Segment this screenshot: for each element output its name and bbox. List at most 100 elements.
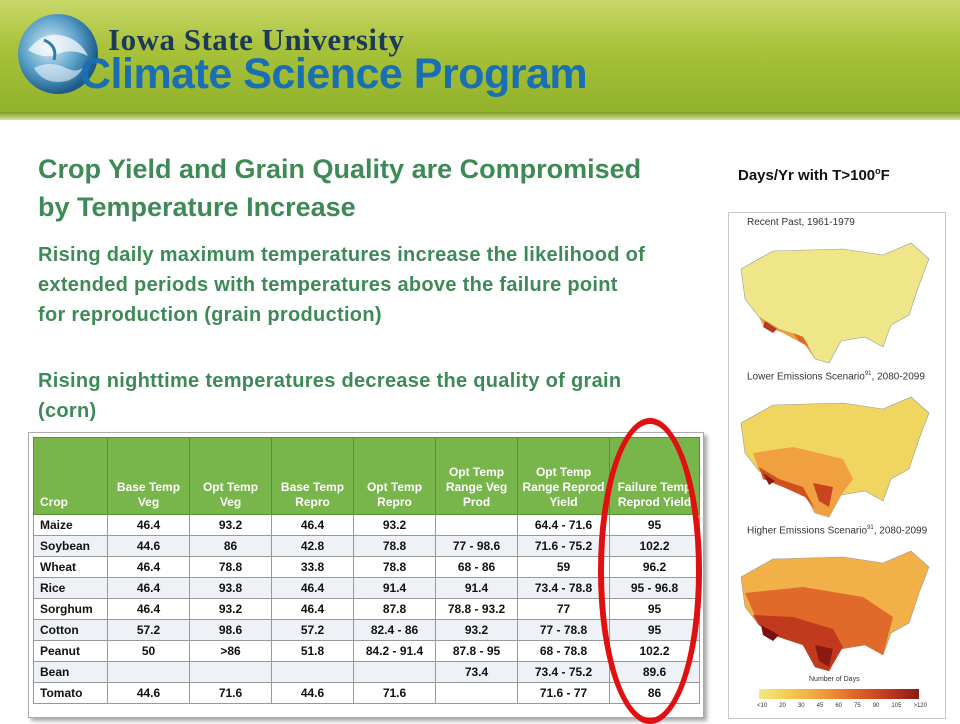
table-cell: 98.6 bbox=[189, 619, 272, 641]
table-cell bbox=[435, 682, 518, 704]
table-cell: 77 - 98.6 bbox=[435, 535, 518, 557]
table-cell: 59 bbox=[517, 556, 610, 578]
table-cell: 42.8 bbox=[271, 535, 354, 557]
legend-color-bar bbox=[759, 689, 919, 699]
column-header: Base Temp Veg bbox=[107, 437, 190, 515]
map-label-lower-emissions: Lower Emissions Scenario91, 2080-2099 bbox=[747, 371, 925, 383]
legend-title: Number of Days bbox=[809, 676, 860, 683]
table-cell bbox=[271, 661, 354, 683]
highlight-oval bbox=[598, 418, 702, 724]
table-cell: 44.6 bbox=[107, 682, 190, 704]
header-banner: Iowa State University Climate Science Pr… bbox=[0, 0, 960, 120]
table-cell: 68 - 86 bbox=[435, 556, 518, 578]
table-cell: 73.4 bbox=[435, 661, 518, 683]
crop-temperature-table: Crop Base Temp Veg Opt Temp Veg Base Tem… bbox=[28, 432, 704, 718]
legend-ticks: <10 20 30 45 60 75 90 105 >120 bbox=[757, 703, 927, 709]
table-cell: 71.6 - 75.2 bbox=[517, 535, 610, 557]
us-map-higher-emissions bbox=[740, 550, 930, 672]
table-cell: 86 bbox=[189, 535, 272, 557]
table-cell: 95 - 96.8 bbox=[609, 577, 700, 599]
table-cell: 78.8 - 93.2 bbox=[435, 598, 518, 620]
crop-name-cell: Bean bbox=[33, 661, 108, 683]
column-header: Opt Temp Veg bbox=[189, 437, 272, 515]
table-cell: 51.8 bbox=[271, 640, 354, 662]
table-cell: 87.8 bbox=[353, 598, 436, 620]
table-cell: 46.4 bbox=[107, 598, 190, 620]
table-cell: 91.4 bbox=[353, 577, 436, 599]
table-cell: 73.4 - 75.2 bbox=[517, 661, 610, 683]
table-cell: 50 bbox=[107, 640, 190, 662]
heat-days-maps: Recent Past, 1961-1979 Lower Emissions S… bbox=[728, 212, 946, 719]
table-cell: 93.2 bbox=[189, 598, 272, 620]
table-row: Cotton 57.2 98.6 57.2 82.4 - 86 93.2 77 - 78.8… bbox=[33, 619, 700, 641]
table-cell: 78.8 bbox=[353, 535, 436, 557]
table-cell: 87.8 - 95 bbox=[435, 640, 518, 662]
column-header: Opt Temp Repro bbox=[353, 437, 436, 515]
crop-name-cell: Sorghum bbox=[33, 598, 108, 620]
table-cell: 96.2 bbox=[609, 556, 700, 578]
slide-title: Crop Yield and Grain Quality are Comprom… bbox=[38, 154, 642, 222]
table-row: Sorghum 46.4 93.2 46.4 87.8 78.8 - 93.2 77 95 bbox=[33, 598, 700, 620]
table-cell: 46.4 bbox=[271, 514, 354, 536]
table-cell: 44.6 bbox=[107, 535, 190, 557]
paragraph-night-temperatures: Rising nighttime temperatures decrease t… bbox=[38, 370, 622, 422]
table-cell: 78.8 bbox=[353, 556, 436, 578]
university-name: Iowa State University bbox=[108, 22, 405, 57]
table-row: Soybean 44.6 86 42.8 78.8 77 - 98.6 71.6 - 75.… bbox=[33, 535, 700, 557]
table-cell: 95 bbox=[609, 598, 700, 620]
table-cell: 71.6 - 77 bbox=[517, 682, 610, 704]
table-cell bbox=[435, 514, 518, 536]
header-divider bbox=[0, 112, 960, 120]
column-header: Opt Temp Range Reprod Yield bbox=[517, 437, 610, 515]
table-cell bbox=[353, 661, 436, 683]
paragraph-max-temperatures: Rising daily maximum temperatures increa… bbox=[38, 244, 646, 326]
table-cell: 84.2 - 91.4 bbox=[353, 640, 436, 662]
table-cell: 46.4 bbox=[107, 514, 190, 536]
table-cell bbox=[189, 661, 272, 683]
table-cell: 64.4 - 71.6 bbox=[517, 514, 610, 536]
table-row: Maize 46.4 93.2 46.4 93.2 64.4 - 71.6 95 bbox=[33, 514, 700, 536]
table-cell: 46.4 bbox=[107, 577, 190, 599]
table-header-row: Crop Base Temp Veg Opt Temp Veg Base Tem… bbox=[33, 437, 700, 515]
us-map-lower-emissions bbox=[740, 396, 930, 518]
table-cell: >86 bbox=[189, 640, 272, 662]
crop-name-cell: Tomato bbox=[33, 682, 108, 704]
table-cell: 93.2 bbox=[435, 619, 518, 641]
table-cell: 57.2 bbox=[107, 619, 190, 641]
table: Crop Base Temp Veg Opt Temp Veg Base Tem… bbox=[33, 437, 700, 704]
table-row: Peanut 50 >86 51.8 84.2 - 91.4 87.8 - 95 68 - … bbox=[33, 640, 700, 662]
table-cell: 44.6 bbox=[271, 682, 354, 704]
crop-name-cell: Cotton bbox=[33, 619, 108, 641]
table-cell: 73.4 - 78.8 bbox=[517, 577, 610, 599]
table-cell: 46.4 bbox=[271, 598, 354, 620]
crop-name-cell: Wheat bbox=[33, 556, 108, 578]
table-row: Tomato 44.6 71.6 44.6 71.6 71.6 - 77 86 bbox=[33, 682, 700, 704]
crop-name-cell: Rice bbox=[33, 577, 108, 599]
us-map-recent bbox=[740, 242, 930, 364]
table-cell: 57.2 bbox=[271, 619, 354, 641]
table-cell: 93.8 bbox=[189, 577, 272, 599]
crop-name-cell: Peanut bbox=[33, 640, 108, 662]
table-cell: 95 bbox=[609, 514, 700, 536]
table-cell: 46.4 bbox=[107, 556, 190, 578]
program-name: Climate Science Program bbox=[80, 50, 588, 98]
column-header: Crop bbox=[33, 437, 108, 515]
table-row: Bean 73.4 73.4 - 75.2 89.6 bbox=[33, 661, 700, 683]
map-label-recent: Recent Past, 1961-1979 bbox=[747, 217, 855, 228]
table-cell: 82.4 - 86 bbox=[353, 619, 436, 641]
table-row: Rice 46.4 93.8 46.4 91.4 91.4 73.4 - 78.8 95 - … bbox=[33, 577, 700, 599]
table-cell: 102.2 bbox=[609, 640, 700, 662]
table-cell: 71.6 bbox=[353, 682, 436, 704]
table-cell bbox=[107, 661, 190, 683]
table-cell: 71.6 bbox=[189, 682, 272, 704]
maps-title: Days/Yr with T>100oF bbox=[738, 166, 890, 184]
table-cell: 78.8 bbox=[189, 556, 272, 578]
crop-name-cell: Maize bbox=[33, 514, 108, 536]
table-cell: 93.2 bbox=[189, 514, 272, 536]
table-cell: 33.8 bbox=[271, 556, 354, 578]
column-header: Base Temp Repro bbox=[271, 437, 354, 515]
table-cell: 77 - 78.8 bbox=[517, 619, 610, 641]
crop-name-cell: Soybean bbox=[33, 535, 108, 557]
table-cell: 93.2 bbox=[353, 514, 436, 536]
table-cell: 68 - 78.8 bbox=[517, 640, 610, 662]
